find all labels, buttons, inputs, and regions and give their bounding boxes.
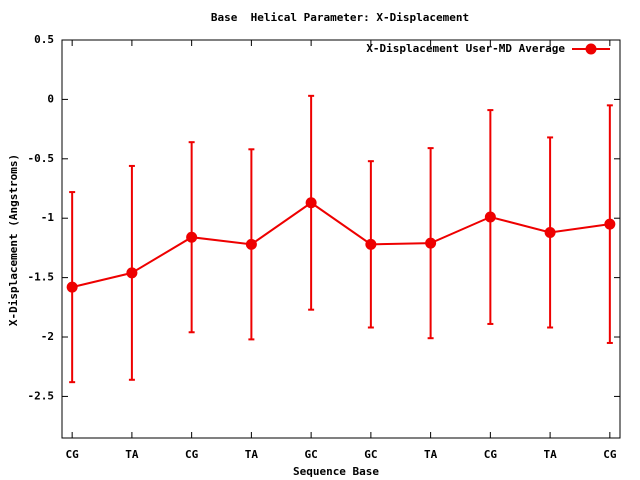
y-tick-label: -1.5 [28,271,55,284]
series-line [71,201,610,289]
x-tick-label: TA [245,448,259,461]
x-tick-label: CG [603,448,617,461]
data-point [186,231,198,243]
data-point [544,226,556,238]
y-tick-label: -2.5 [28,389,55,402]
x-tick-label: GC [364,448,377,461]
y-tick-label: 0 [47,92,54,105]
data-point [365,238,377,250]
data-point [66,281,78,293]
y-tick-label: -2 [41,330,54,343]
legend-marker [585,43,597,55]
data-point [604,218,616,230]
x-tick-label: CG [484,448,498,461]
x-tick-label: TA [424,448,438,461]
y-tick-label: -0.5 [28,152,55,165]
y-tick-label: -1 [41,211,55,224]
x-tick-label: TA [125,448,139,461]
x-tick-label: GC [305,448,318,461]
x-tick-label: TA [543,448,557,461]
x-axis-label: Sequence Base [293,465,379,478]
data-point [425,237,437,249]
x-tick-label: CG [185,448,199,461]
legend-label: X-Displacement User-MD Average [366,42,565,55]
data-point [245,238,257,250]
y-tick-label: 0.5 [34,33,54,46]
x-tick-label: CG [66,448,80,461]
plot-frame [61,39,621,439]
data-point [484,211,496,223]
data-point [305,197,317,209]
data-point [126,267,138,279]
chart-title: Base Helical Parameter: X-Displacement [211,11,469,24]
y-axis-label: X-Displacement (Angstroms) [7,154,20,326]
